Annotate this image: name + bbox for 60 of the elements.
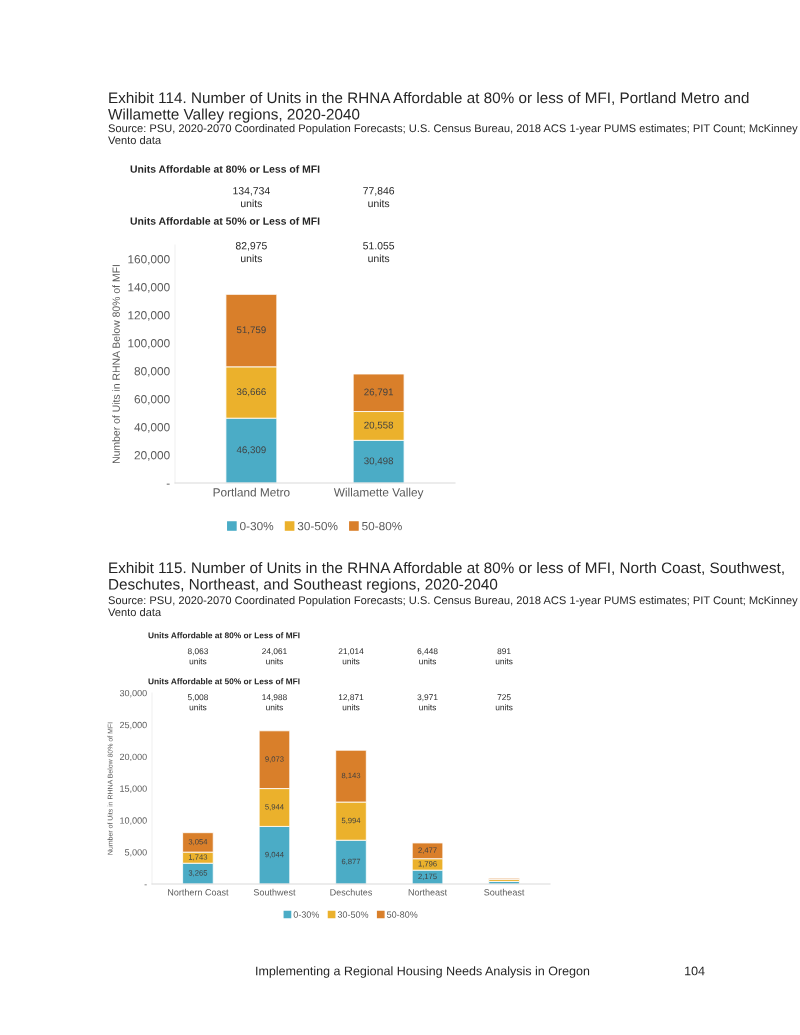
- y-tick-label: 120,000: [128, 311, 170, 321]
- chart-title: Exhibit 115. Number of Units in the RHNA Affordable at 80% or less of MFI, North Coast, Southwest, Deschutes, Northeast, and Southeast regions, 2020-2040: [109, 562, 784, 593]
- y-tick-label: -: [166, 483, 170, 485]
- y-tick-label: 60,000: [134, 395, 170, 405]
- data-label: 20,558: [364, 421, 394, 430]
- annotation: 14,988 units: [262, 694, 287, 711]
- chart-title: Exhibit 114. Number of Units in the RHNA Affordable at 80% or less of MFI, Portland Metro and Willamette Valley regions, 2020-2040: [108, 92, 749, 123]
- text: Implementing a Regional Housing Needs Analysis in Oregon: [256, 966, 590, 978]
- x-tick-label: Northern Coast: [168, 888, 229, 896]
- y-tick-label: 80,000: [134, 367, 170, 377]
- text: Units Affordable at 50% or Less of MFI: [148, 678, 300, 685]
- text: Units Affordable at 50% or Less of MFI: [130, 217, 320, 225]
- annotation: 725 units: [495, 694, 513, 711]
- text: 891 units: [495, 648, 513, 665]
- x-tick-label: Deschutes: [330, 888, 372, 896]
- data-label: 36,666: [236, 388, 266, 397]
- legend-label: 50-80%: [386, 911, 418, 918]
- y-tick-label: 30,000: [119, 689, 147, 698]
- text: Units Affordable at 80% or Less of MFI: [148, 632, 300, 639]
- text: 24,061 units: [262, 648, 287, 665]
- annotation: 12,871 units: [338, 694, 364, 711]
- annotation: 51.055 units: [363, 242, 395, 263]
- y-tick-label: 15,000: [120, 785, 147, 793]
- text: 134,734 units: [233, 187, 270, 208]
- legend-label: 0-30%: [293, 911, 320, 918]
- y-tick-label: -: [144, 884, 147, 886]
- text: Units Affordable at 80% or Less of MFI: [130, 165, 320, 173]
- y-tick-label: 25,000: [119, 721, 147, 730]
- x-tick-label: Southeast: [484, 888, 525, 896]
- y-tick-label: 20,000: [134, 451, 170, 461]
- text: 77,846 units: [363, 187, 395, 208]
- text: 8,063 units: [187, 648, 208, 665]
- data-label: 30,498: [364, 457, 394, 466]
- y-tick-label: 140,000: [128, 283, 170, 293]
- text: 21,014 units: [338, 648, 364, 665]
- text: 104: [685, 966, 705, 976]
- data-label: 46,309: [236, 446, 266, 455]
- data-label: 51,759: [236, 326, 266, 335]
- legend-label: 50-80%: [362, 521, 402, 531]
- text: 6,448 units: [417, 648, 438, 665]
- x-tick-label: Southwest: [253, 888, 296, 896]
- y-tick-label: 20,000: [119, 753, 147, 762]
- x-tick-label: Willamette Valley: [333, 487, 424, 499]
- y-tick-label: 100,000: [128, 339, 170, 349]
- annotation: 5,008 units: [187, 694, 208, 711]
- x-tick-label: Portland Metro: [213, 487, 290, 497]
- annotation: 3,971 units: [417, 694, 438, 711]
- legend-label: 0-30%: [240, 521, 274, 531]
- y-tick-label: 40,000: [134, 423, 170, 433]
- x-tick-label: Northeast: [408, 888, 448, 896]
- annotation: 82,975 units: [235, 242, 267, 263]
- legend-label: 30-50%: [297, 521, 338, 531]
- data-label: 26,791: [364, 388, 394, 397]
- chart-subtitle: Source: PSU, 2020-2070 Coordinated Population Forecasts; U.S. Census Bureau, 2018 ACS 1-year PUMS estimates; PIT Count; McKinney Vento data: [108, 124, 798, 145]
- y-tick-label: 5,000: [124, 849, 147, 857]
- y-tick-label: 160,000: [128, 255, 170, 265]
- y-tick-label: 10,000: [120, 817, 147, 825]
- y-axis-title: Number of Uits in RHNA Below 80% of MFI: [112, 265, 120, 463]
- legend-label: 30-50%: [337, 911, 369, 918]
- chart-subtitle: Source: PSU, 2020-2070 Coordinated Population Forecasts; U.S. Census Bureau, 2018 ACS 1-year PUMS estimates; PIT Count; McKinney Vento data: [108, 596, 798, 617]
